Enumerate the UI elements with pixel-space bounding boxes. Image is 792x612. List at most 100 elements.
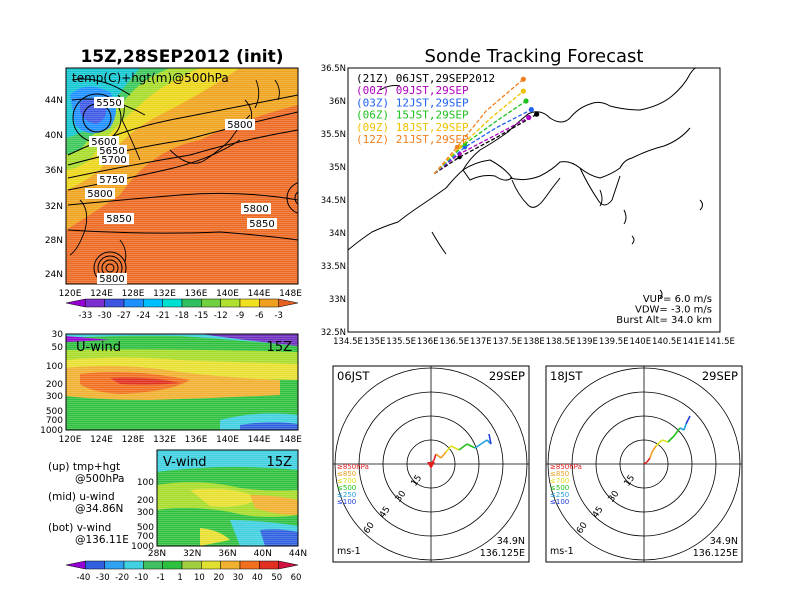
contour-label-bg: [89, 136, 119, 147]
map-lat-label: 24N: [45, 270, 63, 280]
pressure-label: 700: [137, 532, 154, 542]
colorbar-label: -15: [194, 311, 208, 321]
colorbar-label: -3: [274, 311, 282, 321]
pressure-label: 500: [137, 523, 154, 533]
track-lat-label: 34N: [329, 229, 346, 239]
colorbar-swatch: [123, 298, 144, 308]
hodo-level-label: ≤700: [337, 477, 356, 485]
contour-label: 5800: [87, 189, 112, 200]
colorbar-swatch: [201, 560, 221, 570]
contour-label-bg: [97, 145, 127, 156]
contour-label: 5600: [91, 137, 116, 148]
hodo-trace: [466, 443, 476, 449]
hodo-unit: ms-1: [337, 546, 361, 557]
landing-point: [534, 111, 540, 117]
hodo-level-label: ≤250: [337, 491, 356, 499]
colorbar-swatch: [278, 298, 299, 308]
track-lat-labels: 36.5N 36N 35.5N 35N 34.5N 34N 33.5N 33N 32.5N: [321, 64, 346, 338]
hodo-trace: [450, 445, 460, 451]
track-lat-label: 33.5N: [321, 262, 346, 272]
track-lon-label: 138E: [523, 337, 545, 347]
vwind-lat-label: 28N: [148, 549, 166, 559]
colorbar-label: -18: [175, 311, 189, 321]
contour-label-bg: [247, 218, 277, 229]
landing-point: [523, 98, 529, 104]
track-param: VUP= 6.0 m/s: [643, 294, 712, 305]
track-param: VDW= -3.0 m/s: [635, 305, 712, 316]
colorbar-label: -20: [115, 573, 129, 583]
landing-point: [520, 88, 526, 94]
map-lat-label: 44N: [45, 96, 63, 106]
hodo-trace: [649, 451, 653, 459]
track-frame: [347, 67, 721, 333]
hodo-trace: [488, 433, 492, 445]
colorbar-swatch: [220, 298, 241, 308]
hodo-date: 29SEP: [489, 369, 525, 383]
wind-colorbar: -40 -30 -20 -10 -1 1 10 20 30 40 50 60: [65, 560, 301, 583]
colorbar-swatch: [239, 560, 260, 570]
colorbar-swatch: [162, 298, 183, 308]
hodo-unit: ms-1: [550, 546, 574, 557]
track-lon-label: 136.5E: [439, 337, 469, 347]
track-lon-label: 137.5E: [493, 337, 523, 347]
hodo-trace: [445, 445, 452, 453]
contour-label: 5550: [96, 98, 121, 109]
track-lon-label: 139.5E: [599, 337, 629, 347]
vwind-time: 15Z: [267, 455, 293, 470]
uwind-lon-label: 144E: [248, 435, 271, 445]
contour-label-bg: [225, 119, 255, 130]
map-lat-label: 40N: [45, 131, 63, 141]
contour-label: 5850: [249, 219, 274, 230]
track-line: [433, 78, 524, 175]
colorbar-label: -30: [98, 311, 112, 321]
contour-label: 5700: [101, 155, 126, 166]
colorbar-label: -24: [136, 311, 150, 321]
uwind-lon-label: 148E: [279, 435, 302, 445]
contour-label-bg: [99, 154, 129, 165]
contour-label: 5800: [227, 120, 252, 131]
colorbar-label: -9: [236, 311, 244, 321]
pressure-label: 100: [46, 362, 63, 372]
track-lon-label: 135.5E: [386, 337, 416, 347]
colorbar-swatch: [259, 298, 279, 308]
hodo-trace: [667, 435, 675, 443]
hodo-time: 18JST: [550, 369, 583, 383]
track-line: [433, 116, 529, 175]
hodo-trace: [687, 415, 691, 421]
svg-text:@500hPa: @500hPa: [75, 473, 125, 485]
pressure-label: 200: [46, 380, 63, 390]
colorbar-label: 40: [252, 573, 263, 583]
colorbar-swatch: [201, 298, 221, 308]
colorbar-label: 1: [177, 573, 182, 583]
pressure-label: 30: [52, 330, 64, 340]
track-lon-label: 140.5E: [652, 337, 682, 347]
pressure-label: 1000: [40, 426, 63, 436]
hodo-trace: [685, 419, 689, 425]
vwind-label: V-wind: [163, 455, 207, 470]
contour-label: 5800: [243, 204, 268, 215]
svg-text:@136.11E: @136.11E: [75, 534, 129, 546]
colorbar-label: -27: [117, 311, 131, 321]
uwind-panel: [66, 334, 298, 430]
contour-label: 5800: [99, 274, 124, 285]
colorbar-label: -33: [78, 311, 92, 321]
colorbar-swatch: [259, 560, 279, 570]
track-lon-label: 141.5E: [705, 337, 735, 347]
track-legend-entry: (09Z) 18JST,29SEP: [356, 121, 469, 134]
hodo-level-label: ≥850hPa: [550, 463, 582, 471]
left-title: 15Z,28SEP2012 (init): [80, 47, 283, 67]
colorbar-label: -6: [255, 311, 263, 321]
uwind-lon-label: 132E: [153, 435, 176, 445]
vwind-lat-label: 36N: [218, 549, 236, 559]
track-lat-label: 33N: [329, 295, 346, 305]
track-legend-entry: (03Z) 12JST,29SEP: [356, 96, 469, 109]
track-lon-label: 141E: [683, 337, 705, 347]
map-lon-label: 124E: [90, 289, 113, 299]
hodo-trace: [661, 439, 669, 443]
hodo-level-label: ≥850hPa: [337, 463, 369, 471]
